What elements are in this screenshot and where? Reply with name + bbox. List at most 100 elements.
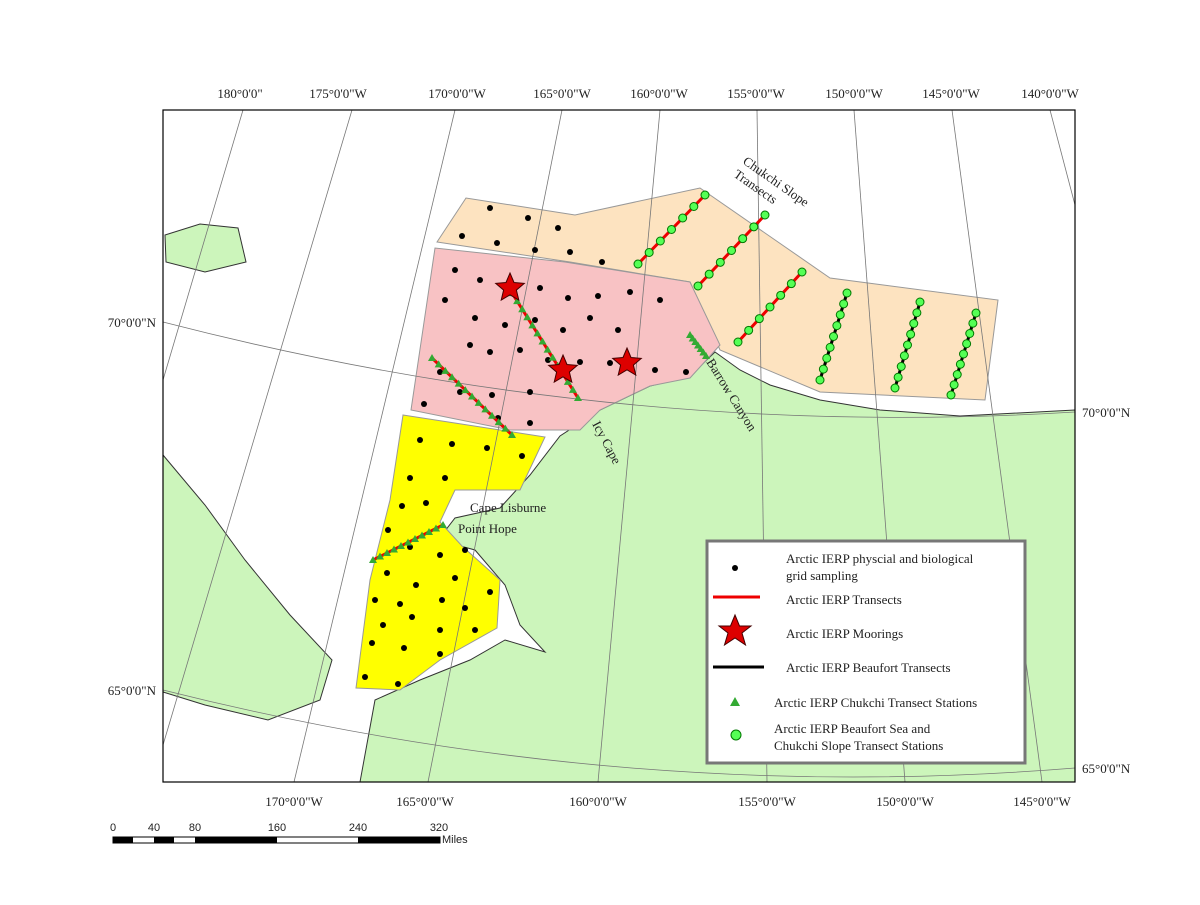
beaufort-station xyxy=(818,364,828,374)
scale-label: 40 xyxy=(148,822,160,834)
grid-station xyxy=(437,552,443,558)
grid-station xyxy=(380,622,386,628)
grid-station xyxy=(472,315,478,321)
beaufort-station xyxy=(955,359,965,369)
beaufort-station xyxy=(738,234,748,244)
grid-station xyxy=(487,589,493,595)
legend-symbol xyxy=(730,729,742,741)
chukchi-station xyxy=(397,542,405,549)
chukchi-station xyxy=(568,385,577,393)
grid-station xyxy=(587,315,593,321)
grid-station xyxy=(532,317,538,323)
grid-station xyxy=(452,575,458,581)
chukchi-station xyxy=(404,538,412,546)
chukchi-station xyxy=(533,329,542,337)
legend-label-line: Arctic IERP physcial and biological xyxy=(786,551,974,566)
place-label: Cape Lisburne xyxy=(470,500,546,515)
parallel xyxy=(162,689,1076,778)
grid-station xyxy=(560,327,566,333)
beaufort-station xyxy=(899,351,909,361)
grid-station xyxy=(494,240,500,246)
grid-station xyxy=(399,503,405,509)
graticule-label: 65°0'0"N xyxy=(1082,761,1131,776)
legend-label: Arctic IERP Beaufort Sea and Chukchi Slop… xyxy=(774,721,943,753)
grid-station xyxy=(627,289,633,295)
grid-station xyxy=(599,259,605,265)
grid-station xyxy=(577,359,583,365)
grid-station xyxy=(487,205,493,211)
grid-station xyxy=(519,453,525,459)
grid-station xyxy=(652,367,658,373)
meridian xyxy=(1049,109,1076,206)
grid-station xyxy=(437,627,443,633)
meridian xyxy=(293,109,456,783)
grid-station xyxy=(477,277,483,283)
graticule-label: 170°0'0"W xyxy=(265,794,323,809)
grid-station xyxy=(565,295,571,301)
grid-station xyxy=(595,293,601,299)
beaufort-station xyxy=(912,308,922,318)
graticule-label: 145°0'0"W xyxy=(922,86,980,101)
grid-station xyxy=(467,342,473,348)
beaufort-station xyxy=(644,248,654,257)
legend-label: Arctic IERP Chukchi Transect Stations xyxy=(774,695,977,710)
chukchi-station xyxy=(390,545,398,553)
legend-label-line: Arctic IERP Beaufort Sea and xyxy=(774,721,931,736)
chukchi-station xyxy=(538,337,547,345)
grid-station xyxy=(442,475,448,481)
parallel xyxy=(162,321,1076,418)
beaufort-station xyxy=(890,383,900,393)
chukchi-station xyxy=(481,405,490,413)
legend-label: Arctic IERP Moorings xyxy=(786,626,903,641)
grid-station xyxy=(385,527,391,533)
legend-symbol xyxy=(717,613,753,647)
grid-station xyxy=(487,349,493,355)
chukchi-station xyxy=(468,392,476,400)
grid-station xyxy=(437,651,443,657)
grid-station xyxy=(615,327,621,333)
grid-station xyxy=(369,640,375,646)
beaufort-station xyxy=(749,222,759,232)
graticule-label: 155°0'0"W xyxy=(738,794,796,809)
grid-station xyxy=(395,681,401,687)
beaufort-station xyxy=(797,267,807,277)
beaufort-station xyxy=(968,318,978,328)
grid-station xyxy=(437,369,443,375)
grid-station xyxy=(362,674,368,680)
chukchi-station xyxy=(543,345,552,353)
chukchi-station xyxy=(432,524,440,532)
graticule-label: 155°0'0"W xyxy=(727,86,785,101)
beaufort-station xyxy=(959,349,968,359)
south-region xyxy=(355,414,546,691)
grid-station xyxy=(462,547,468,553)
beaufort-station xyxy=(952,370,962,379)
mooring xyxy=(494,271,526,302)
beaufort-station xyxy=(715,257,725,267)
beaufort-station xyxy=(909,319,919,328)
grid-station xyxy=(439,597,445,603)
grid-station xyxy=(683,369,689,375)
graticule-label: 145°0'0"W xyxy=(1013,794,1071,809)
graticule-label: 170°0'0"W xyxy=(428,86,486,101)
grid-station xyxy=(545,357,551,363)
beaufort-station xyxy=(839,299,849,309)
chukchi-station xyxy=(439,521,447,528)
grid-station xyxy=(567,249,573,255)
grid-station xyxy=(525,215,531,221)
mooring xyxy=(611,346,643,377)
beaufort-station xyxy=(893,372,903,382)
grid-station xyxy=(527,420,533,426)
chukchi-station xyxy=(383,549,391,556)
beaufort-station xyxy=(667,225,676,234)
legend-label: Arctic IERP Beaufort Transects xyxy=(786,660,951,675)
chukchi-station xyxy=(461,386,470,394)
scale-label: 0 xyxy=(110,822,116,834)
beaufort-station xyxy=(776,290,786,300)
legend-label-line: Chukchi Slope Transect Stations xyxy=(774,738,943,753)
grid-station xyxy=(489,392,495,398)
graticule-label: 165°0'0"W xyxy=(533,86,591,101)
graticule-label: 65°0'0"N xyxy=(108,683,157,698)
chukchi-station xyxy=(563,377,572,385)
chukchi-station xyxy=(428,354,436,361)
